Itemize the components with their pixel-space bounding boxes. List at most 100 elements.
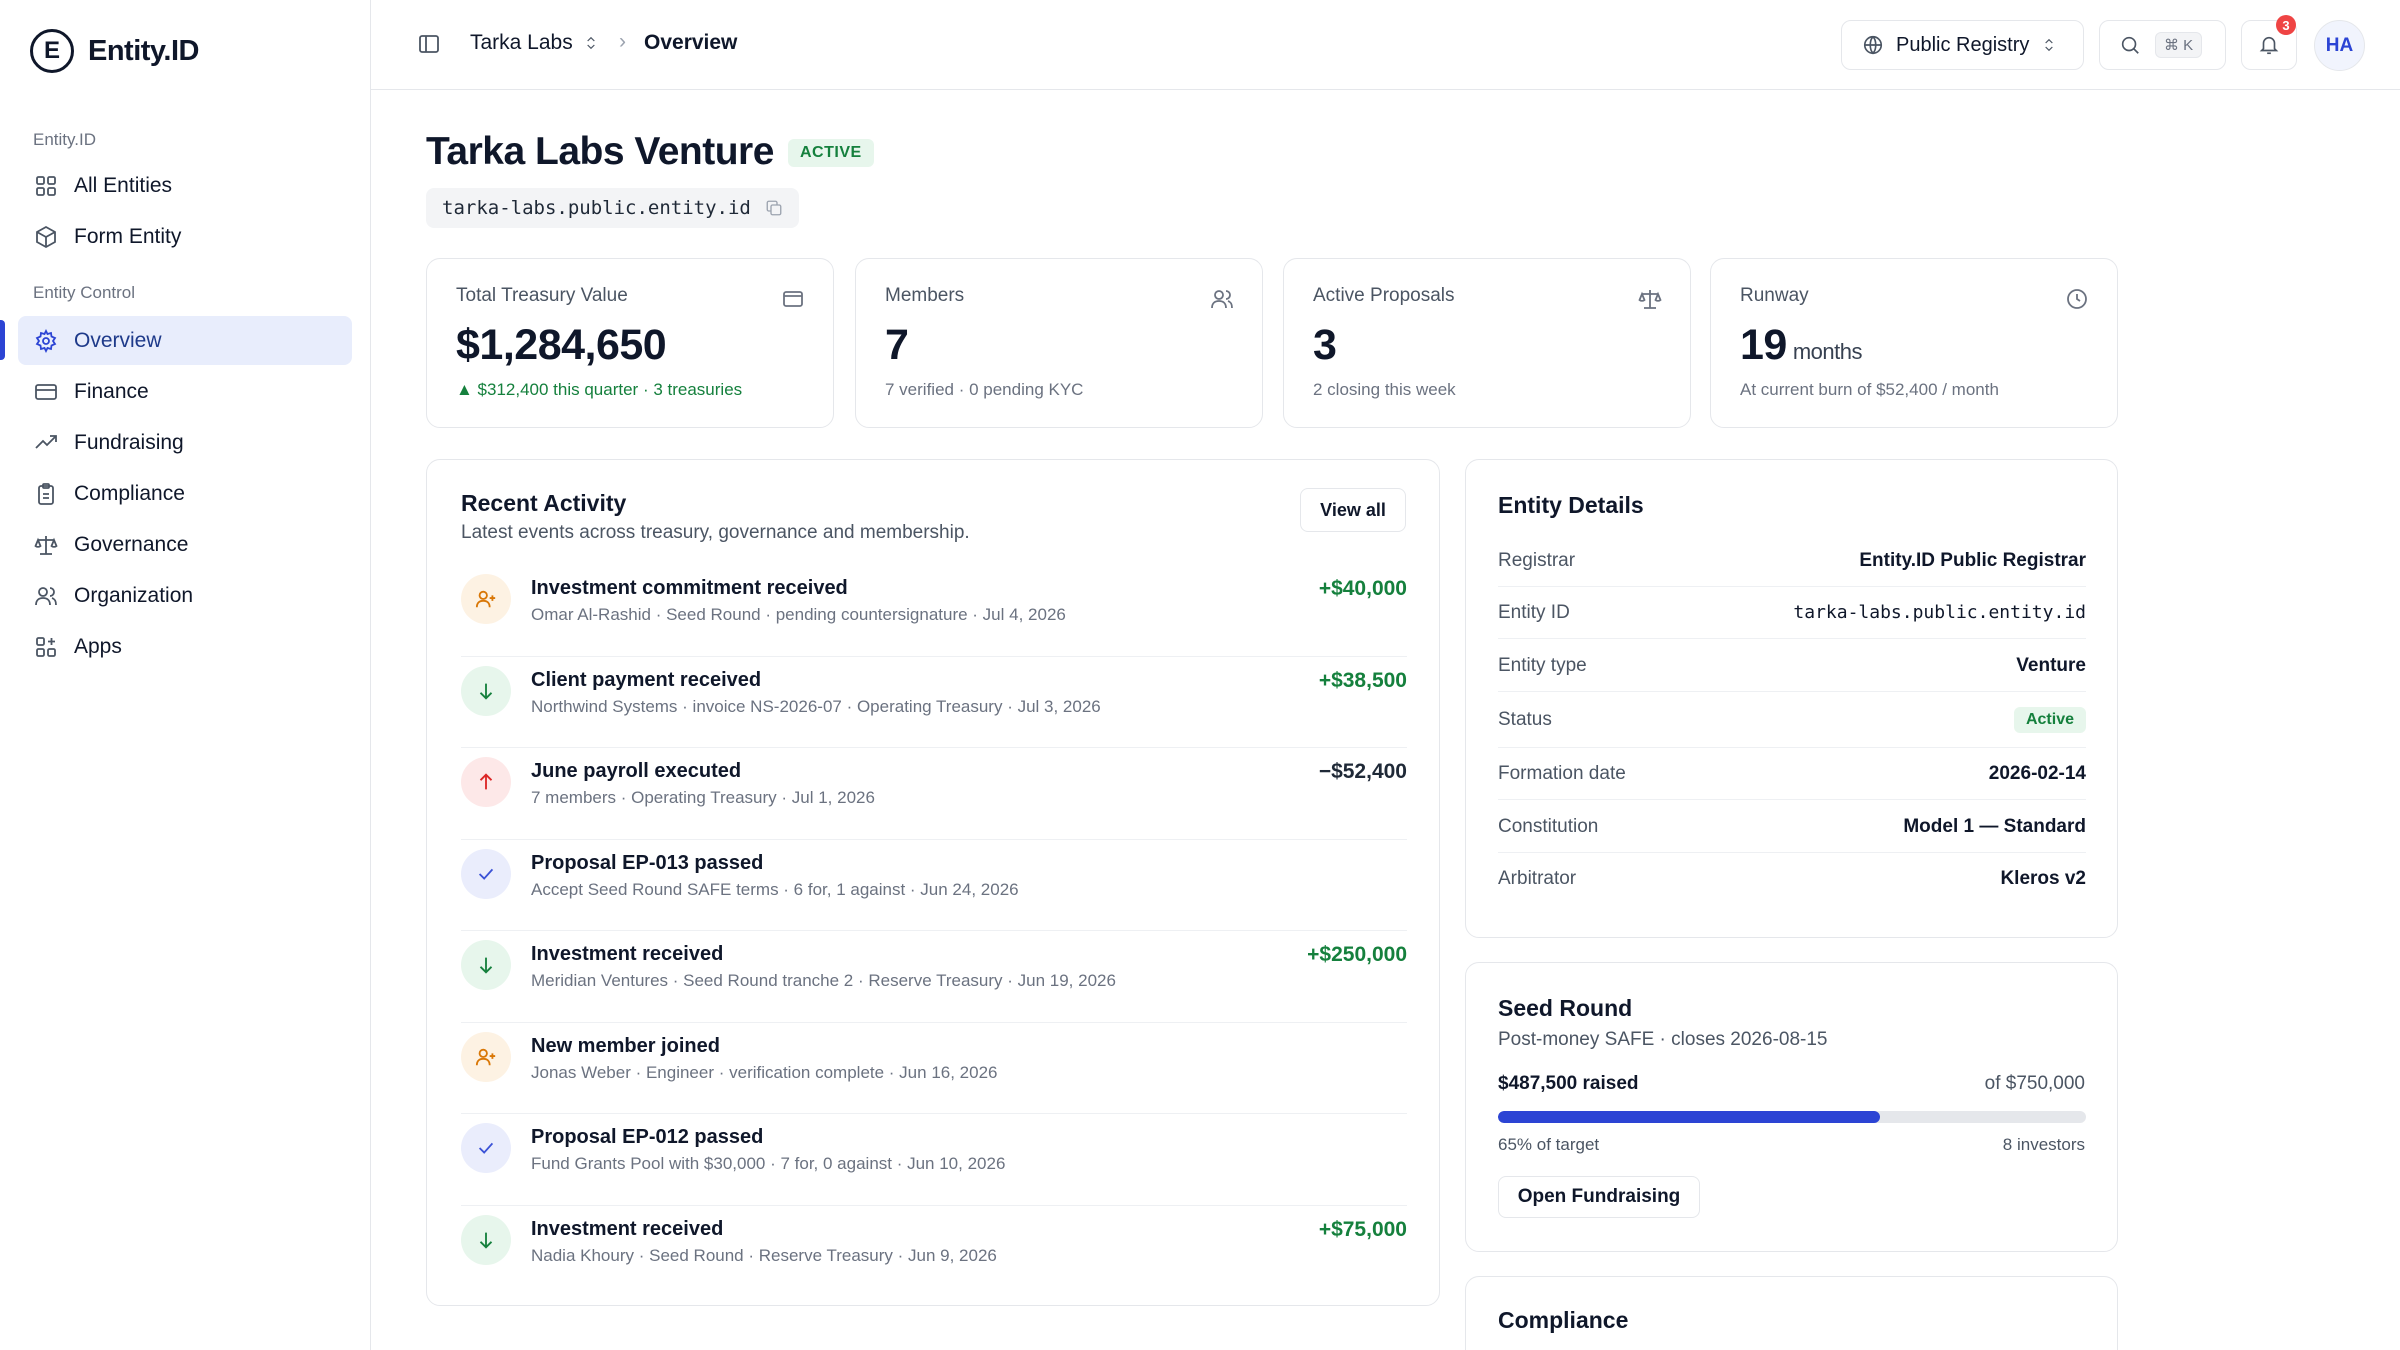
detail-row-entity-id: Entity ID tarka-labs.public.entity.id [1498,587,2086,639]
cube-icon [36,225,56,248]
sidebar-item-label: All Entities [74,173,173,197]
stat-unit: months [1792,339,1863,364]
stat-value: $1,284,650 [456,321,667,369]
detail-row-status: Status Active [1498,692,2086,748]
active-indicator [0,320,5,360]
compliance-card: Compliance [1465,1276,2118,1350]
search-button[interactable]: ⌘ K [2099,20,2226,70]
stat-label: Total Treasury Value [456,285,628,306]
activity-title: June payroll executed [531,760,742,782]
detail-row-formation-date: Formation date 2026-02-14 [1498,748,2086,800]
activity-meta: Nadia Khoury · Seed Round · Reserve Trea… [531,1245,997,1265]
stat-card-members: Members 7 7 verified · 0 pending KYC [855,258,1263,428]
sidebar-item-label: Finance [74,379,149,403]
view-all-button[interactable]: View all [1300,488,1406,532]
detail-row-entity-type: Entity type Venture [1498,640,2086,692]
clock-icon [2067,289,2087,309]
detail-value: Entity.ID Public Registrar [1859,549,2086,571]
brand-name: Entity.ID [88,34,199,67]
detail-label: Formation date [1498,762,1626,784]
detail-row-constitution: Constitution Model 1 — Standard [1498,801,2086,853]
seed-round-title: Seed Round [1498,995,1633,1021]
sidebar-item-label: Organization [74,583,194,607]
detail-row-registrar: Registrar Entity.ID Public Registrar [1498,535,2086,587]
breadcrumb-org-switcher[interactable]: Tarka Labs [470,31,599,55]
stat-label: Active Proposals [1313,285,1455,306]
activity-row[interactable]: June payroll executed 7 members · Operat… [461,748,1407,840]
sidebar-item-label: Compliance [74,481,185,505]
activity-meta: Fund Grants Pool with $30,000 · 7 for, 0… [531,1154,1006,1173]
apps-icon [36,636,56,657]
detail-value: Venture [2016,654,2086,676]
details-title: Entity Details [1498,492,1644,518]
sidebar-item-form-entity[interactable]: Form Entity [18,212,352,261]
activity-row[interactable]: Investment commitment received Omar Al-R… [461,565,1407,657]
detail-label: Constitution [1498,815,1599,837]
detail-value: tarka-labs.public.entity.id [1793,602,2086,623]
stat-value: 7 [885,321,909,369]
sidebar-item-organization[interactable]: Organization [18,571,352,620]
stat-card-treasury: Total Treasury Value $1,284,650 ▲ $312,4… [426,258,834,428]
activity-row[interactable]: Investment received Meridian Ventures · … [461,931,1407,1023]
compliance-title: Compliance [1498,1307,1629,1333]
activity-title: Proposal EP-012 passed [531,1126,764,1148]
avatar[interactable]: HA [2314,20,2365,71]
notification-badge: 3 [2276,15,2296,35]
notifications-button[interactable]: 3 [2241,15,2297,70]
activity-meta: Omar Al-Rashid · Seed Round · pending co… [531,605,1066,624]
brand-logo[interactable]: E Entity.ID [30,29,199,73]
stat-value: 19 months [1740,321,2088,370]
recent-activity-card: Recent Activity Latest events across tre… [426,459,1440,1306]
activity-row[interactable]: Proposal EP-013 passed Accept Seed Round… [461,840,1407,931]
activity-subtitle: Latest events across treasury, governanc… [461,522,970,543]
activity-row[interactable]: Investment received Nadia Khoury · Seed … [461,1206,1407,1298]
detail-label: Arbitrator [1498,868,1577,889]
arrow-down-icon [461,665,511,716]
sidebar-item-all-entities[interactable]: All Entities [18,161,352,210]
domain-chip: tarka-labs.public.entity.id [426,188,799,228]
seed-target: of $750,000 [1984,1073,2085,1094]
activity-row[interactable]: Proposal EP-012 passed Fund Grants Pool … [461,1114,1407,1206]
activity-title: Client payment received [531,668,762,691]
detail-label: Registrar [1498,549,1576,571]
logo-mark: E [30,29,74,73]
globe-icon [1863,35,1883,55]
arrow-down-icon [461,940,511,990]
stat-sub: At current burn of $52,400 / month [1740,380,1999,399]
check-icon [461,848,511,899]
activity-row[interactable]: Client payment received Northwind System… [461,657,1407,748]
sidebar-item-label: Governance [74,532,189,556]
copy-icon[interactable] [765,199,783,217]
activity-row[interactable]: New member joined Jonas Weber · Engineer… [461,1023,1407,1114]
sidebar-item-governance[interactable]: Governance [18,520,352,569]
users-icon [35,586,57,605]
sidebar-item-fundraising[interactable]: Fundraising [18,418,352,467]
activity-meta: Northwind Systems · invoice NS-2026-07 ·… [531,696,1101,716]
page-title: Tarka Labs Venture [426,130,774,173]
grid-icon [36,175,56,196]
breadcrumb-separator: › [619,30,626,53]
activity-amount: +$40,000 [1318,577,1407,600]
sidebar-toggle-icon[interactable] [417,32,441,56]
sidebar-item-finance[interactable]: Finance [18,367,352,416]
status-badge: Active [2013,706,2086,733]
stat-sub: 2 closing this week [1313,380,1456,399]
user-plus-icon [461,574,511,624]
detail-value: Model 1 — Standard [1903,815,2086,837]
breadcrumb-current: Overview [644,31,738,54]
check-icon [461,1123,511,1173]
search-icon [2121,36,2139,54]
chevron-up-down-icon [586,36,595,50]
stat-sub: ▲ $312,400 this quarter · 3 treasuries [456,380,743,399]
registry-selector[interactable]: Public Registry [1841,20,2084,70]
sidebar-item-compliance[interactable]: Compliance [18,469,352,518]
open-fundraising-button[interactable]: Open Fundraising [1498,1176,1700,1218]
search-shortcut: ⌘ K [2155,32,2203,58]
seed-round-subtitle: Post-money SAFE · closes 2026-08-15 [1498,1029,1828,1050]
sidebar-item-apps[interactable]: Apps [18,622,352,671]
sidebar-item-overview[interactable]: Overview [18,316,352,365]
activity-amount: −$52,400 [1318,760,1407,783]
topbar: Tarka Labs › Overview Public Registry ⌘ … [371,0,2400,90]
activity-meta: Jonas Weber · Engineer · verification co… [531,1062,998,1082]
registry-label: Public Registry [1896,33,2030,56]
